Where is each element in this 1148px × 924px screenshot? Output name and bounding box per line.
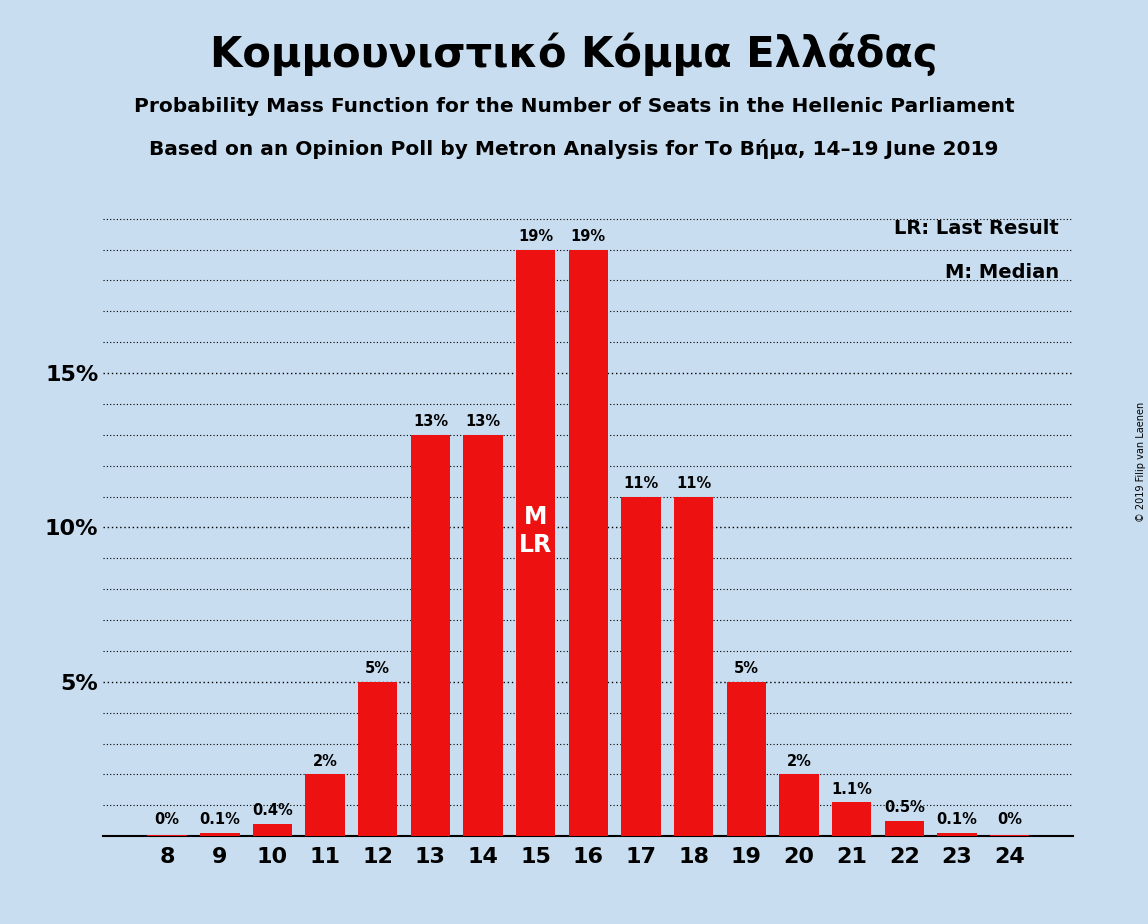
Text: 19%: 19% xyxy=(518,229,553,244)
Bar xyxy=(147,835,187,836)
Text: 5%: 5% xyxy=(365,662,390,676)
Bar xyxy=(305,774,344,836)
Bar xyxy=(621,496,661,836)
Text: 13%: 13% xyxy=(413,414,448,430)
Text: 2%: 2% xyxy=(786,754,812,769)
Text: Based on an Opinion Poll by Metron Analysis for Το Βήμα, 14–19 June 2019: Based on an Opinion Poll by Metron Analy… xyxy=(149,139,999,159)
Bar xyxy=(358,682,397,836)
Text: 13%: 13% xyxy=(465,414,501,430)
Bar xyxy=(200,833,240,836)
Text: 0%: 0% xyxy=(155,812,179,827)
Bar xyxy=(832,802,871,836)
Bar xyxy=(568,249,608,836)
Text: 11%: 11% xyxy=(623,476,659,491)
Bar xyxy=(515,249,556,836)
Bar xyxy=(727,682,766,836)
Bar xyxy=(411,435,450,836)
Bar xyxy=(779,774,819,836)
Text: M: Median: M: Median xyxy=(945,263,1058,283)
Text: 2%: 2% xyxy=(312,754,338,769)
Bar xyxy=(464,435,503,836)
Text: 11%: 11% xyxy=(676,476,712,491)
Text: 0.5%: 0.5% xyxy=(884,800,924,815)
Text: M
LR: M LR xyxy=(519,505,552,557)
Text: 0.1%: 0.1% xyxy=(937,812,977,827)
Text: Probability Mass Function for the Number of Seats in the Hellenic Parliament: Probability Mass Function for the Number… xyxy=(133,97,1015,116)
Text: 0.1%: 0.1% xyxy=(200,812,240,827)
Text: 19%: 19% xyxy=(571,229,606,244)
Text: 1.1%: 1.1% xyxy=(831,782,872,796)
Text: 5%: 5% xyxy=(734,662,759,676)
Text: Κομμουνιστικό Κόμμα Ελλάδας: Κομμουνιστικό Κόμμα Ελλάδας xyxy=(210,32,938,76)
Bar xyxy=(937,833,977,836)
Bar xyxy=(884,821,924,836)
Bar xyxy=(990,835,1030,836)
Text: 0%: 0% xyxy=(998,812,1022,827)
Bar xyxy=(253,824,293,836)
Text: 0.4%: 0.4% xyxy=(253,803,293,819)
Text: © 2019 Filip van Laenen: © 2019 Filip van Laenen xyxy=(1135,402,1146,522)
Bar xyxy=(674,496,713,836)
Text: LR: Last Result: LR: Last Result xyxy=(894,219,1058,238)
